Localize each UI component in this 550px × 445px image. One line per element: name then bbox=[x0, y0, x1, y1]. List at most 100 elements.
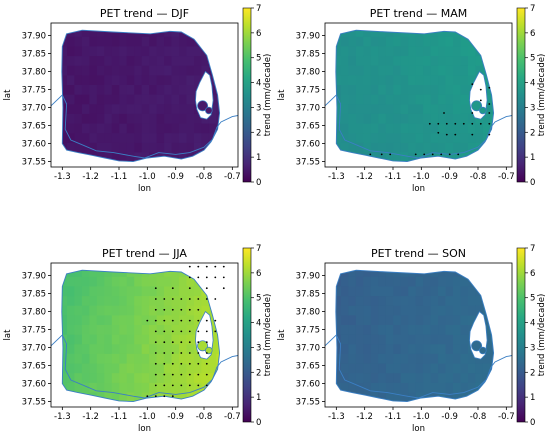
significance-dot bbox=[197, 384, 200, 387]
heatmap-cell bbox=[67, 84, 76, 95]
heatmap-cell bbox=[408, 343, 417, 354]
heatmap-cell bbox=[408, 285, 417, 297]
heatmap-cell bbox=[96, 295, 105, 306]
heatmap-cell bbox=[89, 132, 98, 143]
heatmap-cell bbox=[149, 142, 158, 153]
significance-dot bbox=[462, 122, 465, 125]
heatmap-cell bbox=[490, 270, 494, 277]
axes-frame bbox=[50, 262, 239, 408]
heatmap-cell bbox=[430, 142, 439, 153]
colorbar-tick-label: 0 bbox=[530, 418, 535, 428]
heatmap-cell bbox=[61, 353, 68, 364]
land-outline bbox=[335, 269, 495, 403]
heatmap-cell bbox=[430, 343, 439, 354]
map-panel-3: -1.3 -1.2 -1.1 -1.0 -0.9 -0.8 -0.737.5537.6037… bbox=[277, 244, 547, 434]
colorbar-label: trend (mm/decade) bbox=[537, 294, 547, 377]
heatmap-cell bbox=[355, 103, 364, 114]
heatmap-cell bbox=[149, 314, 158, 325]
significance-dot bbox=[197, 352, 200, 354]
heatmap-cell bbox=[156, 343, 165, 354]
heatmap-cell bbox=[335, 36, 342, 47]
x-tick-label: -1.0 bbox=[139, 412, 156, 422]
heatmap-cell bbox=[348, 123, 357, 134]
heatmap-cell bbox=[186, 36, 195, 47]
heatmap-cell bbox=[179, 334, 188, 345]
heatmap-cell bbox=[208, 142, 217, 153]
heatmap-cell bbox=[81, 103, 90, 114]
heatmap-cell bbox=[460, 324, 469, 335]
heatmap-cell bbox=[81, 382, 90, 393]
y-tick-label: 37.85 bbox=[22, 50, 46, 60]
heatmap-cell bbox=[61, 314, 68, 325]
heatmap-cell bbox=[156, 372, 165, 383]
significance-dot bbox=[188, 308, 191, 311]
heatmap-cell bbox=[453, 363, 462, 374]
heatmap-cell bbox=[348, 36, 357, 47]
heatmap-cell bbox=[208, 74, 217, 85]
heatmap-cell bbox=[216, 270, 220, 277]
heatmap-cell bbox=[453, 343, 462, 354]
heatmap-cell bbox=[438, 285, 447, 297]
heatmap-cell bbox=[490, 285, 494, 297]
heatmap-cell bbox=[96, 363, 105, 374]
heatmap-cell bbox=[468, 74, 477, 85]
heatmap-cell bbox=[186, 103, 195, 114]
heatmap-cell bbox=[119, 55, 128, 66]
heatmap-cell bbox=[149, 132, 158, 143]
significance-dot bbox=[154, 395, 157, 398]
heatmap-cell bbox=[141, 392, 150, 402]
heatmap-cell bbox=[400, 84, 409, 95]
significance-dot bbox=[163, 352, 166, 354]
heatmap-cell bbox=[179, 343, 188, 354]
heatmap-cell bbox=[482, 113, 491, 124]
heatmap-cell bbox=[378, 363, 387, 374]
heatmap-cell bbox=[453, 314, 462, 325]
heatmap-cell bbox=[453, 36, 462, 47]
significance-dot bbox=[197, 341, 200, 344]
heatmap-cell bbox=[81, 84, 90, 95]
heatmap-cell bbox=[385, 132, 394, 143]
heatmap-cell bbox=[156, 353, 165, 364]
heatmap-cell bbox=[408, 324, 417, 335]
heatmap-cell bbox=[415, 353, 424, 364]
heatmap-cell bbox=[149, 84, 158, 95]
heatmap-cell bbox=[67, 353, 76, 364]
significance-dot bbox=[214, 319, 217, 322]
heatmap-cell bbox=[453, 113, 462, 124]
heatmap-cell bbox=[74, 372, 83, 383]
heatmap-cell bbox=[156, 84, 165, 95]
heatmap-cell bbox=[164, 305, 173, 316]
significance-dot bbox=[205, 287, 208, 290]
heatmap-cell bbox=[208, 343, 217, 354]
significance-dot bbox=[180, 298, 183, 300]
heatmap-cell bbox=[408, 36, 417, 47]
heatmap-cell bbox=[156, 305, 165, 316]
heatmap-cell bbox=[216, 132, 220, 143]
heatmap-cell bbox=[81, 363, 90, 374]
heatmap-cell bbox=[119, 152, 128, 162]
heatmap-cell bbox=[201, 45, 210, 57]
heatmap-cell bbox=[363, 74, 372, 85]
x-tick-label: -0.9 bbox=[167, 172, 184, 182]
heatmap-cell bbox=[96, 314, 105, 325]
heatmap-cell bbox=[438, 382, 447, 393]
colorbar-tick-label: 6 bbox=[530, 29, 535, 39]
heatmap-cell bbox=[341, 343, 350, 354]
heatmap-cell bbox=[453, 295, 462, 306]
heatmap-cell bbox=[408, 74, 417, 85]
heatmap-cell bbox=[208, 314, 217, 325]
heatmap-cell bbox=[111, 55, 120, 66]
heatmap-cell bbox=[460, 84, 469, 95]
heatmap-cell bbox=[341, 372, 350, 383]
significance-dot bbox=[171, 287, 174, 290]
heatmap-cell bbox=[355, 363, 364, 374]
heatmap-cell bbox=[179, 285, 188, 297]
heatmap-cell bbox=[335, 142, 342, 153]
colorbar-tick-label: 4 bbox=[256, 79, 261, 89]
heatmap-cell bbox=[67, 74, 76, 85]
panel-title: PET trend — JJA bbox=[102, 247, 187, 260]
x-tick-label: -0.9 bbox=[167, 412, 184, 422]
heatmap-cell bbox=[445, 142, 454, 153]
heatmap-cell bbox=[355, 285, 364, 297]
heatmap-cell bbox=[430, 372, 439, 383]
